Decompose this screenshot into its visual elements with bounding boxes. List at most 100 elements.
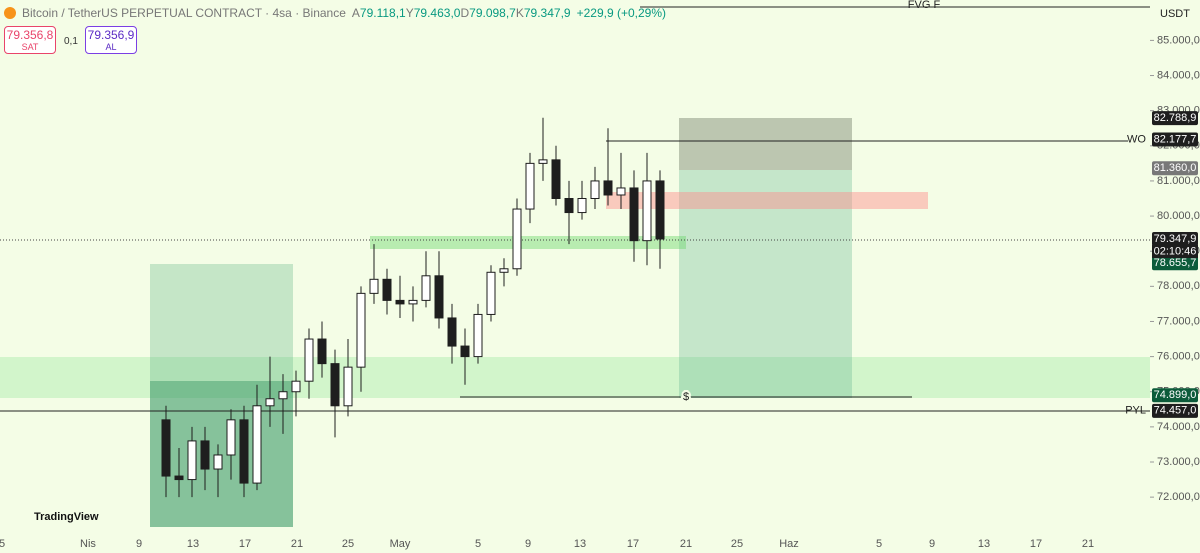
candle-body [590, 180, 600, 200]
x-tick-label: 21 [680, 538, 692, 550]
candle-body [356, 292, 366, 368]
candle-body [382, 278, 392, 301]
candle-body [408, 299, 418, 305]
ohlc-value: 79.118,1 [359, 6, 406, 20]
candle-body [343, 366, 353, 407]
candle-body [200, 440, 210, 470]
candle-body [603, 180, 613, 196]
candle-body [421, 275, 431, 301]
x-tick-label: 9 [525, 538, 531, 550]
candle-body [252, 405, 262, 484]
layer: 85.000,084.000,083.000,082.000,081.000,0… [0, 34, 1200, 550]
buy-price: 79.356,9 [87, 28, 135, 42]
candle-body [642, 180, 652, 242]
zone [0, 357, 1150, 398]
candle-body [265, 398, 275, 407]
x-tick-label: 13 [574, 538, 586, 550]
x-tick-label: 13 [978, 538, 990, 550]
price-tag [1152, 111, 1198, 126]
candle-body [460, 345, 470, 358]
candle-body [512, 208, 522, 270]
ohlc-value: 79.347,9 [523, 6, 571, 20]
price-axis [1150, 0, 1200, 553]
y-tick-label: 72.000,0 [1157, 491, 1200, 503]
candle-body [278, 391, 288, 400]
buy-button[interactable]: 79.356,9 AL [85, 26, 137, 54]
zone [370, 236, 686, 249]
change: +229,9 (+0,29%) [576, 6, 666, 20]
y-tick-label: 76.000,0 [1157, 351, 1200, 363]
x-tick-label: 17 [239, 538, 251, 550]
buy-label: AL [105, 42, 117, 52]
price-tag-label: 82.788,9 [1154, 112, 1197, 124]
ohlc-value: 79.463,0 [413, 6, 461, 20]
zone [606, 192, 928, 209]
candle-body [304, 338, 314, 382]
price-tag-label: 82.177,7 [1154, 133, 1197, 145]
x-tick-label: 9 [929, 538, 935, 550]
countdown: 02:10:46 [1154, 245, 1197, 257]
x-tick-label: 25 [731, 538, 743, 550]
candle-body [473, 313, 483, 358]
price-tag-label: 74.899,0 [1154, 389, 1197, 401]
candle-body [564, 198, 574, 214]
candle-body [187, 440, 197, 481]
y-tick-label: 84.000,0 [1157, 69, 1200, 81]
x-tick-label: 21 [291, 538, 303, 550]
zone [679, 170, 852, 398]
currency[interactable]: USDT [1160, 8, 1190, 20]
candle-body [174, 475, 184, 481]
x-tick-label: 5 [0, 538, 5, 550]
candle-body [226, 419, 236, 456]
sell-button[interactable]: 79.356,8 SAT [4, 26, 56, 54]
fvg-label: FVG F [908, 0, 941, 11]
ohlc-key: K [515, 6, 524, 20]
price-tag [1152, 256, 1198, 271]
x-tick-label: May [390, 538, 411, 550]
candle-body [239, 419, 249, 484]
x-tick-label: 21 [1082, 538, 1094, 550]
x-tick-label: 25 [342, 538, 354, 550]
candle-body [291, 380, 301, 393]
header: Bitcoin / TetherUS PERPETUAL CONTRACT · … [0, 0, 666, 26]
price-tag-label: 81.360,0 [1154, 162, 1197, 174]
price-tag [1152, 161, 1198, 176]
spread: 0,1 [64, 36, 78, 47]
price-tag-label: 74.457,0 [1154, 405, 1197, 417]
sell-label: SAT [21, 42, 39, 52]
zone [679, 118, 852, 170]
candle-body [538, 159, 548, 164]
price-tag [1152, 132, 1198, 147]
x-tick-label: 5 [876, 538, 882, 550]
candle-body [525, 162, 535, 210]
price-tag [1152, 231, 1198, 246]
candle-body [161, 419, 171, 477]
price-tag-label: 78.655,7 [1154, 257, 1197, 269]
ohlc-key: A [351, 6, 360, 20]
branding: TradingView [34, 511, 99, 523]
level-note: WO [1127, 133, 1146, 145]
candle-body [629, 187, 639, 242]
price-tag [1152, 403, 1198, 418]
ohlc: A79.118,1Y79.463,0D79.098,7K79.347,9 [352, 6, 571, 20]
ohlc-key: Y [405, 6, 414, 20]
ohlc-value: 79.098,7 [469, 6, 516, 20]
x-tick-label: 5 [475, 538, 481, 550]
countdown-tag [1152, 244, 1198, 258]
candle-body [434, 275, 444, 319]
y-tick-label: 81.000,0 [1157, 175, 1200, 187]
x-tick-label: 13 [187, 538, 199, 550]
candle-body [213, 454, 223, 470]
candle-body [317, 338, 327, 365]
x-tick-label: 17 [627, 538, 639, 550]
candle-body [616, 187, 626, 196]
sell-price: 79.356,8 [6, 28, 54, 42]
time-axis [0, 527, 1200, 553]
y-tick-label: 73.000,0 [1157, 456, 1200, 468]
price-tag-label: 79.347,9 [1154, 233, 1197, 245]
y-tick-label: 85.000,0 [1157, 34, 1200, 46]
x-tick-label: 17 [1030, 538, 1042, 550]
level-note: PYL [1125, 405, 1146, 417]
